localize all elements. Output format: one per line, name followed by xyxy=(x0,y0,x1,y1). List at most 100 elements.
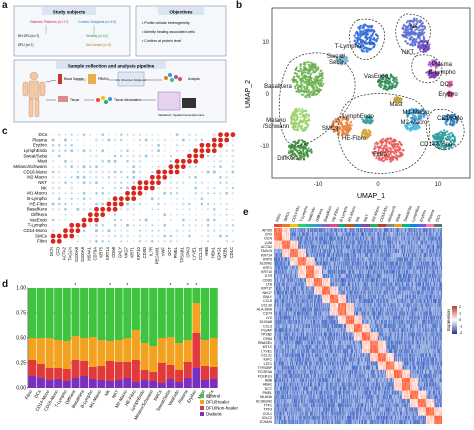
tissue-icon xyxy=(58,96,68,102)
heatmap-cell xyxy=(376,319,378,324)
heatmap-cell xyxy=(350,265,352,270)
heatmap-cell xyxy=(441,311,443,316)
heatmap-cell xyxy=(363,248,365,254)
heatmap-cell xyxy=(344,248,346,254)
heatmap-cell xyxy=(339,303,341,308)
heatmap-cell xyxy=(338,282,340,287)
heatmap-cell xyxy=(386,311,388,316)
dot xyxy=(112,206,118,212)
heatmap-cell xyxy=(329,273,331,279)
heatmap-cell xyxy=(396,244,398,249)
heatmap-cell xyxy=(303,294,305,299)
heatmap-cell xyxy=(284,311,286,316)
heatmap-cell xyxy=(317,273,319,279)
heatmap-cell xyxy=(349,323,351,329)
heatmap-cell xyxy=(429,319,431,324)
dot xyxy=(70,176,73,179)
dot xyxy=(138,202,141,206)
heatmap-cell xyxy=(400,311,402,316)
heatmap-cell xyxy=(279,315,281,320)
heatmap-cell xyxy=(277,323,279,329)
heatmap-cell xyxy=(413,253,415,258)
heatmap-cell xyxy=(440,311,442,316)
heatmap-cell xyxy=(400,244,402,249)
dot xyxy=(89,192,92,195)
heatmap-cell xyxy=(387,298,389,304)
heatmap-cell xyxy=(319,240,321,245)
heatmap-cell xyxy=(319,323,321,329)
heatmap-cell xyxy=(440,269,442,274)
heatmap-cell xyxy=(315,228,317,233)
heatmap-cell xyxy=(353,261,355,266)
heatmap-cell xyxy=(296,261,298,266)
heatmap-cell xyxy=(274,232,276,237)
heatmap-cell xyxy=(413,257,415,262)
heatmap-cell xyxy=(347,257,349,262)
heatmap-cell xyxy=(308,265,310,270)
heatmap-cell xyxy=(388,307,390,312)
dot xyxy=(207,192,210,195)
heatmap-cell xyxy=(314,244,316,249)
dot xyxy=(176,139,178,141)
heatmap-cell xyxy=(370,286,372,291)
heatmap-cell xyxy=(376,240,378,245)
heatmap-cell xyxy=(294,311,296,316)
heatmap-cell xyxy=(402,278,404,283)
heatmap-cell xyxy=(373,294,375,299)
heatmap-cell xyxy=(322,282,324,287)
heatmap-cell xyxy=(423,315,425,320)
heatmap-cell xyxy=(373,236,375,241)
heatmap-cell xyxy=(426,228,428,233)
heatmap-cell xyxy=(321,298,323,304)
heatmap-cell xyxy=(275,282,277,287)
heatmap-cell xyxy=(313,265,315,270)
heatmap-cell xyxy=(376,315,378,320)
heatmap-cell xyxy=(403,311,405,316)
heatmap-cell xyxy=(397,269,399,274)
heatmap-cell xyxy=(438,311,440,316)
heatmap-cell xyxy=(347,236,349,241)
heatmap-cell xyxy=(355,244,357,249)
heatmap-cell xyxy=(344,265,346,270)
heatmap-cell xyxy=(328,269,330,274)
heatmap-cell xyxy=(422,253,424,258)
dot xyxy=(176,224,178,226)
dot xyxy=(163,165,166,168)
heatmap-cell xyxy=(297,273,299,279)
heatmap-top-18: Erythro xyxy=(419,209,427,222)
heatmap-cell xyxy=(417,286,419,291)
heatmap-cell xyxy=(336,286,338,291)
heatmap-cell xyxy=(287,323,289,329)
heatmap-cell xyxy=(300,282,302,287)
heatmap-cell xyxy=(431,273,433,279)
heatmap-cell xyxy=(362,248,364,254)
heatmap-cell xyxy=(417,307,419,312)
heatmap-cell xyxy=(421,319,423,324)
heatmap-cell xyxy=(390,290,392,295)
heatmap-cell xyxy=(327,240,329,245)
heatmap-cell xyxy=(357,269,359,274)
heatmap-cell xyxy=(336,253,338,258)
heatmap-cell xyxy=(408,257,410,262)
heatmap-cell xyxy=(375,273,377,279)
study-subjects-title: Study subjects xyxy=(53,10,86,15)
heatmap-cell xyxy=(367,253,369,258)
heatmap-cell xyxy=(436,303,438,308)
heatmap-cell xyxy=(368,290,370,295)
heatmap-cell xyxy=(360,244,362,249)
heatmap-cell xyxy=(423,240,425,245)
dotplot-col-26: HBA1 xyxy=(210,246,215,258)
heatmap-cell xyxy=(382,323,384,329)
heatmap-cell xyxy=(331,244,333,249)
heatmap-cell xyxy=(387,278,389,283)
heatmap-cell xyxy=(314,315,316,320)
heatmap-cell xyxy=(369,319,371,324)
heatmap-cell xyxy=(349,236,351,241)
heatmap-cell xyxy=(323,323,325,329)
dot xyxy=(94,217,99,223)
heatmap-cell xyxy=(356,236,358,241)
heatmap-cell xyxy=(369,323,371,329)
heatmap-cell xyxy=(382,253,384,258)
heatmap-cell xyxy=(426,290,428,295)
